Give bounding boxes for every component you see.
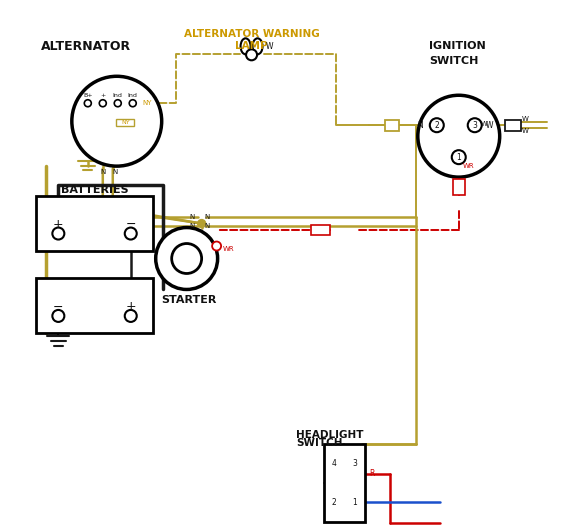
Text: WR: WR — [463, 163, 475, 169]
Text: 3: 3 — [352, 459, 357, 468]
Circle shape — [452, 150, 466, 164]
Text: 3: 3 — [472, 121, 477, 130]
Circle shape — [84, 100, 91, 107]
Bar — [36, 196, 153, 251]
Bar — [116, 119, 134, 126]
Text: 4: 4 — [332, 459, 336, 468]
Text: NY: NY — [121, 120, 129, 125]
Bar — [312, 225, 330, 235]
Circle shape — [129, 100, 136, 107]
Circle shape — [198, 220, 206, 228]
Circle shape — [72, 76, 162, 166]
Circle shape — [172, 243, 202, 274]
Text: N: N — [204, 223, 209, 229]
Text: W: W — [480, 121, 487, 127]
Ellipse shape — [253, 38, 263, 54]
Text: +: + — [100, 93, 105, 97]
Text: −: − — [125, 218, 136, 231]
Text: IGNITION: IGNITION — [429, 41, 486, 51]
Text: N: N — [189, 223, 194, 229]
Text: Ind: Ind — [128, 93, 138, 97]
Text: N: N — [417, 121, 423, 130]
Text: N: N — [189, 213, 194, 220]
Bar — [453, 179, 465, 194]
Text: N: N — [101, 169, 106, 175]
Circle shape — [99, 100, 106, 107]
Text: Ind: Ind — [113, 93, 123, 97]
Circle shape — [430, 118, 444, 132]
Circle shape — [125, 310, 137, 322]
Bar — [36, 278, 153, 334]
Circle shape — [114, 100, 121, 107]
Text: 2: 2 — [332, 498, 336, 507]
Text: STARTER: STARTER — [162, 296, 217, 306]
Circle shape — [246, 50, 257, 60]
Text: 2: 2 — [435, 121, 439, 130]
Ellipse shape — [240, 38, 250, 54]
Text: ALTERNATOR WARNING: ALTERNATOR WARNING — [183, 29, 319, 39]
Bar — [385, 120, 399, 131]
Circle shape — [52, 228, 64, 240]
Bar — [505, 120, 520, 131]
Text: B+: B+ — [83, 93, 92, 97]
Bar — [324, 444, 365, 522]
Text: SWITCH: SWITCH — [296, 438, 343, 448]
Text: N: N — [113, 169, 118, 175]
Text: W: W — [522, 128, 529, 134]
Text: W: W — [266, 42, 273, 51]
Circle shape — [418, 95, 500, 177]
Circle shape — [52, 310, 64, 322]
Text: HEADLIGHT: HEADLIGHT — [296, 430, 364, 440]
Text: W: W — [486, 121, 493, 130]
Text: NY: NY — [143, 100, 152, 106]
Text: WR: WR — [223, 246, 234, 251]
Text: BATTERIES: BATTERIES — [61, 185, 128, 195]
Text: 1: 1 — [352, 498, 357, 507]
Text: W: W — [522, 116, 529, 122]
Circle shape — [467, 118, 482, 132]
Text: ALTERNATOR: ALTERNATOR — [41, 40, 131, 53]
Text: N: N — [204, 213, 209, 220]
Text: +: + — [53, 218, 64, 231]
Circle shape — [125, 228, 137, 240]
Text: R: R — [369, 469, 375, 478]
Text: +: + — [125, 300, 136, 314]
Text: −: − — [53, 300, 64, 314]
Circle shape — [156, 228, 218, 289]
Text: SWITCH: SWITCH — [429, 56, 478, 66]
Text: 1: 1 — [456, 153, 461, 162]
Circle shape — [212, 241, 221, 250]
Text: LAMP: LAMP — [235, 41, 268, 51]
